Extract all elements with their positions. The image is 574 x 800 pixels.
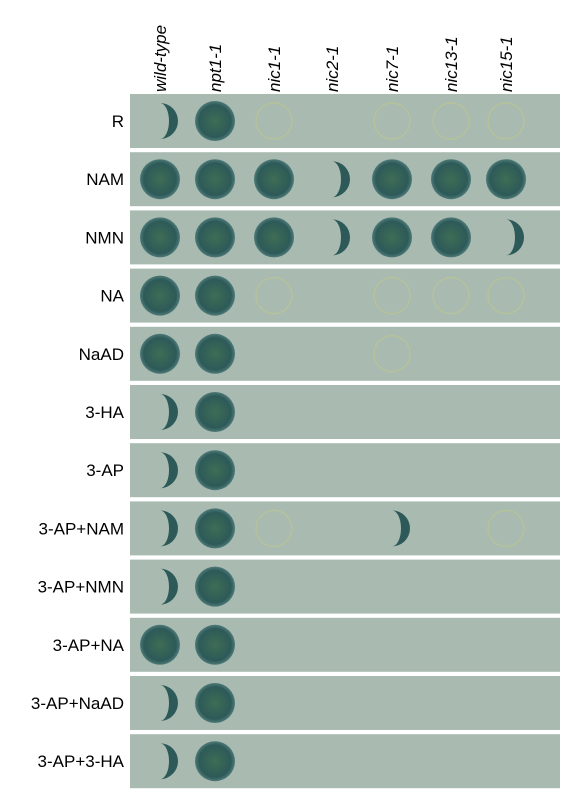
row-label: NAM (86, 170, 124, 189)
colony-spot (254, 159, 294, 200)
row-label: NMN (85, 228, 124, 247)
plate-strip (130, 501, 560, 556)
row-label: 3-AP (86, 461, 124, 480)
plate-strip (130, 385, 560, 439)
plate-strip (130, 617, 560, 672)
row-label: 3-HA (85, 403, 124, 422)
colony-spot (195, 683, 235, 723)
colony-spot (372, 159, 412, 200)
faint-spot (255, 102, 293, 140)
colony-spot (195, 217, 235, 258)
row-label: 3-AP+NA (53, 636, 125, 655)
colony-spot (160, 452, 178, 489)
column-label: nic1-1 (265, 46, 284, 92)
plate-strip (130, 734, 560, 789)
faint-spot (432, 102, 470, 140)
colony-spot (140, 275, 180, 316)
faint-spot (373, 335, 411, 373)
column-label: nic2-1 (323, 46, 342, 92)
faint-spot (373, 276, 411, 315)
colony-spot (140, 333, 180, 374)
colony-spot (195, 566, 235, 607)
plate-strip (130, 326, 560, 381)
colony-spot (332, 219, 350, 256)
colony-spot (195, 101, 235, 141)
plate-strip (130, 676, 560, 730)
colony-spot (160, 568, 178, 605)
colony-spot (195, 159, 235, 200)
faint-spot (432, 276, 470, 315)
row-label: R (112, 112, 124, 131)
colony-spot (254, 217, 294, 258)
colony-spot (160, 743, 178, 780)
colony-spot (140, 624, 180, 665)
colony-spot (195, 624, 235, 665)
row-label: 3-AP+NaAD (31, 694, 124, 713)
colony-spot (160, 510, 179, 547)
column-label: npt1-1 (206, 44, 225, 92)
colony-spot (140, 217, 180, 258)
column-label: nic7-1 (383, 46, 402, 92)
colony-spot (140, 159, 180, 200)
faint-spot (487, 509, 525, 548)
column-label: nic15-1 (497, 36, 516, 92)
column-label: wild-type (151, 25, 170, 92)
colony-spot (431, 217, 471, 258)
row-label: NA (100, 287, 124, 306)
faint-spot (255, 509, 293, 548)
colony-spot (372, 217, 412, 258)
row-label: 3-AP+NMN (38, 578, 124, 597)
faint-spot (373, 102, 411, 140)
colony-spot (332, 161, 350, 198)
colony-spot (486, 159, 526, 200)
colony-spot (195, 275, 235, 316)
colony-spot (195, 508, 235, 549)
colony-spot (160, 103, 178, 139)
colony-spot (195, 450, 235, 491)
colony-spot (195, 392, 235, 432)
faint-spot (255, 276, 293, 315)
colony-spot (431, 159, 471, 200)
colony-spot (392, 510, 411, 547)
plate-strip (130, 559, 560, 614)
plate-strip (130, 268, 560, 323)
colony-spot (195, 333, 235, 374)
row-label: 3-AP+NAM (39, 519, 125, 538)
colony-spot (195, 741, 235, 782)
plate-strip (130, 94, 560, 148)
column-label: nic13-1 (442, 36, 461, 92)
colony-spot (160, 394, 178, 430)
colony-spot (160, 685, 178, 721)
row-label: NaAD (79, 345, 124, 364)
faint-spot (487, 102, 525, 140)
plate-strip (130, 443, 560, 498)
colony-spot (506, 219, 524, 256)
row-label: 3-AP+3-HA (38, 752, 125, 771)
faint-spot (487, 276, 525, 315)
